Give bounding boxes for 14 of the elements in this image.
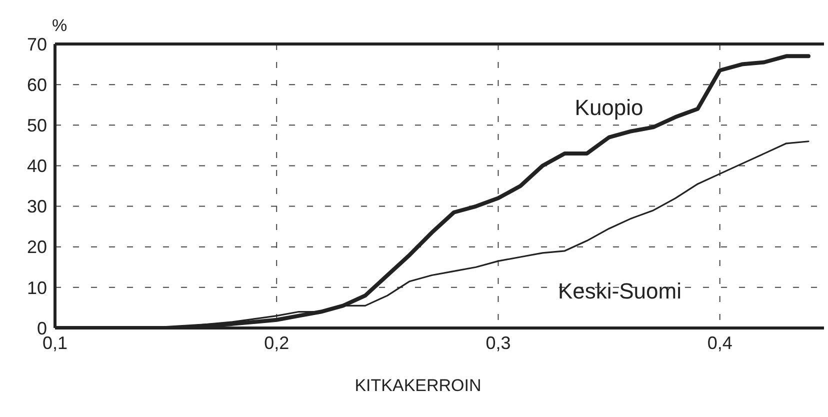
x-axis-title: KITKAKERROIN [354,376,482,396]
y-tick-label: 20 [26,237,47,258]
y-tick-label: 30 [26,196,47,217]
y-tick-label: 10 [26,278,47,298]
y-axis-title: % [52,16,68,36]
y-tick-label: 40 [26,156,47,176]
series-label: Kuopio [574,95,644,120]
y-tick-label: 70 [26,34,47,54]
x-tick-label: 0,3 [486,332,511,353]
x-tick-label: 0,4 [707,332,732,353]
y-tick-label: 50 [26,116,47,136]
y-tick-label: 60 [26,74,47,95]
x-tick-label: 0,2 [264,332,290,353]
series-label: Keski-Suomi [558,278,682,304]
